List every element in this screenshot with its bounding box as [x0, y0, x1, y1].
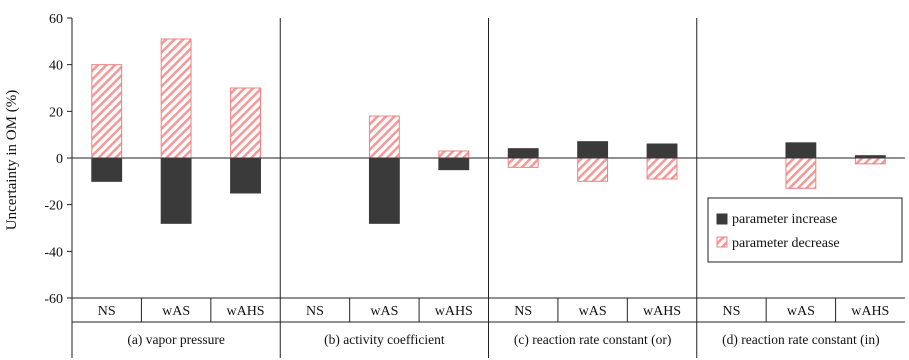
x-group-label: (c) reaction rate constant (or): [514, 332, 671, 347]
y-tick-label: -20: [44, 199, 63, 214]
y-tick-label: 0: [56, 152, 63, 167]
bar-parameter-decrease: [577, 157, 609, 182]
bar-parameter-increase: [854, 155, 886, 159]
x-category-label: wAHS: [435, 304, 473, 319]
x-group-label: (a) vapor pressure: [127, 332, 224, 347]
x-category-label: wAS: [370, 304, 398, 319]
y-tick-label: 40: [49, 59, 63, 74]
x-category-label: wAHS: [643, 304, 681, 319]
legend-label-parameter-decrease: parameter decrease: [732, 236, 840, 251]
y-tick-label: -60: [44, 292, 63, 307]
x-group-label: (d) reaction rate constant (in): [722, 332, 879, 347]
bar-parameter-decrease: [230, 87, 261, 159]
x-group-label: (b) activity coefficient: [324, 332, 445, 347]
bar-parameter-decrease: [368, 115, 400, 159]
y-tick-label: 60: [49, 12, 63, 27]
chart-bars: [91, 38, 886, 224]
y-tick-label: 20: [49, 105, 63, 120]
bar-parameter-increase: [160, 157, 192, 224]
x-category-label: wAS: [162, 304, 190, 319]
legend-swatch-parameter-increase: [716, 213, 728, 225]
chart-axes: 60 40 20 0 -20 -40 -60: [44, 12, 905, 358]
legend-label-parameter-increase: parameter increase: [732, 212, 837, 227]
bar-parameter-increase: [91, 157, 123, 182]
bar-parameter-increase: [368, 157, 400, 224]
x-category-label: NS: [723, 304, 741, 319]
bar-parameter-decrease: [854, 157, 886, 165]
legend-swatch-parameter-decrease: [716, 236, 728, 248]
x-category-label: wAS: [787, 304, 815, 319]
bar-parameter-decrease: [785, 157, 817, 189]
bar-parameter-increase: [438, 157, 470, 171]
x-category-label: NS: [514, 304, 532, 319]
x-category-label: wAHS: [851, 304, 889, 319]
bar-parameter-increase: [577, 141, 609, 159]
x-category-label: wAS: [579, 304, 607, 319]
bar-parameter-decrease: [438, 150, 470, 159]
bar-parameter-decrease: [507, 157, 539, 168]
bar-parameter-increase: [507, 148, 539, 159]
y-tick-label: -40: [44, 245, 63, 260]
bar-parameter-decrease: [646, 157, 678, 180]
bar-parameter-decrease: [91, 64, 123, 159]
x-category-label: wAHS: [226, 304, 264, 319]
bar-parameter-increase: [785, 142, 817, 159]
x-category-label: NS: [306, 304, 324, 319]
bar-parameter-increase: [646, 143, 678, 159]
legend-box: [707, 197, 903, 263]
bar-parameter-decrease: [160, 38, 192, 159]
y-axis-label: Uncertainty in OM (%): [4, 90, 20, 230]
legend: parameter increase parameter decrease: [707, 197, 903, 263]
x-category-label: NS: [98, 304, 116, 319]
bar-parameter-increase: [230, 157, 261, 194]
